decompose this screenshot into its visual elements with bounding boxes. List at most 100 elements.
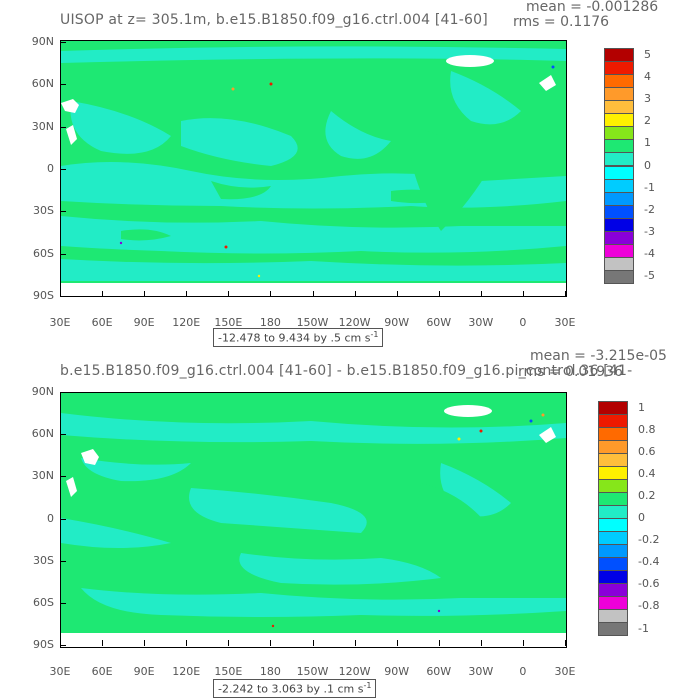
- panel1-lon-label: 0: [519, 316, 527, 329]
- colorbar-label: -0.2: [638, 533, 660, 547]
- colorbar-swatch: [598, 479, 628, 493]
- colorbar-swatch: [598, 505, 628, 519]
- panel2-lat-tick: [60, 518, 66, 520]
- panel1-range-text: -12.478 to 9.434 by .5 cm s: [218, 331, 371, 345]
- colorbar-label: -3: [644, 225, 655, 239]
- panel2-lon-label: 120E: [172, 665, 201, 678]
- panel2-lon-tick: [354, 640, 356, 646]
- panel1-land-patch-a: [61, 99, 79, 113]
- panel1-lon-tick: [522, 291, 524, 297]
- colorbar-label: -0.4: [638, 555, 660, 569]
- panel1-lon-tick: [396, 291, 398, 297]
- panel1-lon-label: 180: [259, 316, 281, 329]
- colorbar-swatch: [604, 74, 634, 89]
- panel2-anomaly-dot: [541, 413, 545, 417]
- panel2-range-text: -2.242 to 3.063 by .1 cm s: [218, 682, 364, 696]
- colorbar-label: -0.8: [638, 599, 660, 613]
- panel2-lon-tick: [522, 640, 524, 646]
- colorbar-swatch: [604, 256, 634, 271]
- panel2-lon-tick: [102, 640, 104, 646]
- panel2-rms: rms = 0.01936: [518, 364, 623, 380]
- panel2-lat-label: 90S: [33, 638, 54, 651]
- panel2-lon-tick: [270, 640, 272, 646]
- panel1-lon-label: 90W: [384, 316, 410, 329]
- colorbar-label: 1: [638, 400, 645, 414]
- colorbar-label: -5: [644, 269, 655, 283]
- panel2-colorbar: 1 0.8 0.6 0.4 0.2 0 -0.2 -0.4 -0.6 -0.8 -1: [598, 401, 659, 636]
- colorbar-swatch: [604, 178, 634, 193]
- panel1-lon-tick: [270, 291, 272, 297]
- colorbar-label: 0.4: [638, 466, 656, 480]
- panel1-green-patches: [121, 129, 491, 241]
- panel1-lat-label: 30N: [31, 119, 54, 133]
- colorbar-swatch: [598, 583, 628, 597]
- panel1-lon-label: 30E: [554, 316, 576, 329]
- colorbar-swatch: [598, 609, 628, 623]
- colorbar-swatch: [598, 544, 628, 558]
- colorbar-swatch: [604, 100, 634, 115]
- colorbar-label: 5: [644, 47, 651, 61]
- colorbar-swatch: [604, 61, 634, 76]
- panel1-lat-tick: [60, 296, 66, 297]
- panel1-lat-label: 30S: [33, 204, 54, 218]
- colorbar-label: -1: [644, 180, 655, 194]
- panel2-lon-label: 180: [259, 665, 281, 678]
- colorbar-swatch: [604, 165, 634, 180]
- colorbar-label: -1: [638, 621, 649, 635]
- panel1-lon-tick: [186, 291, 188, 297]
- panel1-anomaly-dot: [224, 245, 228, 249]
- panel2-land-patch-c: [539, 427, 556, 443]
- panel2-land-patch-b: [66, 477, 77, 497]
- panel1-lat-tick: [60, 253, 66, 255]
- panel1-mean: mean = -0.001286: [526, 0, 659, 15]
- panel2-range-sup: -1: [363, 681, 372, 690]
- colorbar-swatch: [604, 217, 634, 232]
- panel1-lon-tick: [438, 291, 440, 297]
- panel2-mean: mean = -3.215e-05: [530, 348, 667, 364]
- panel2-lon-tick: [396, 640, 398, 646]
- panel1-lon-tick: [354, 291, 356, 297]
- panel2-lon-tick: [438, 640, 440, 646]
- panel1-lon-tick: [565, 291, 566, 297]
- colorbar-swatch: [598, 570, 628, 584]
- panel2-anomaly-dot: [457, 437, 461, 441]
- colorbar-swatch: [598, 557, 628, 571]
- panel2-lat-tick: [60, 560, 66, 562]
- panel2-lon-label: 30E: [554, 665, 576, 678]
- panel2-lon-label: 30E: [49, 665, 71, 678]
- panel1-lat-tick: [60, 126, 66, 128]
- panel1-greenland: [446, 55, 494, 67]
- panel2-range-box: -2.242 to 3.063 by .1 cm s-1: [213, 679, 377, 698]
- panel2-lon-label: 60E: [91, 665, 113, 678]
- panel1-lon-tick: [228, 291, 230, 297]
- colorbar-swatch: [604, 230, 634, 245]
- colorbar-swatch: [604, 126, 634, 141]
- panel2-anomaly-dot: [479, 429, 483, 433]
- panel1-lon-label: 150W: [296, 316, 329, 329]
- panel1-land-patch-c: [539, 75, 556, 91]
- panel1-land-patch-b: [66, 125, 77, 145]
- colorbar-label: 0.2: [638, 488, 656, 502]
- panel1-lat-label: 90N: [31, 35, 54, 48]
- panel2-lon-tick: [565, 640, 566, 646]
- panel2-lon-tick: [480, 640, 482, 646]
- panel1-anomaly-dot: [269, 82, 273, 86]
- panel1-lon-tick: [144, 291, 146, 297]
- panel1-anomaly-dot: [231, 87, 235, 91]
- panel1-lon-label: 60W: [426, 316, 452, 329]
- panel1-lon-tick: [480, 291, 482, 297]
- panel2-map: [60, 392, 567, 648]
- panel2-lon-tick: [144, 640, 146, 646]
- colorbar-swatch: [598, 414, 628, 428]
- panel2-lat-label: 0: [47, 511, 54, 525]
- colorbar-label: 3: [644, 91, 651, 105]
- panel1-lon-label: 120W: [338, 316, 371, 329]
- panel2-lat-label: 30S: [33, 553, 54, 567]
- panel2-anomaly-dot: [437, 609, 441, 613]
- colorbar-label: 0: [638, 511, 645, 524]
- panel2-anomaly-dot: [529, 419, 533, 423]
- colorbar-swatch: [604, 191, 634, 206]
- panel2-lon-label: 0: [519, 665, 527, 678]
- panel2-lon-label: 60W: [426, 665, 452, 678]
- panel1-lat-tick: [60, 42, 66, 43]
